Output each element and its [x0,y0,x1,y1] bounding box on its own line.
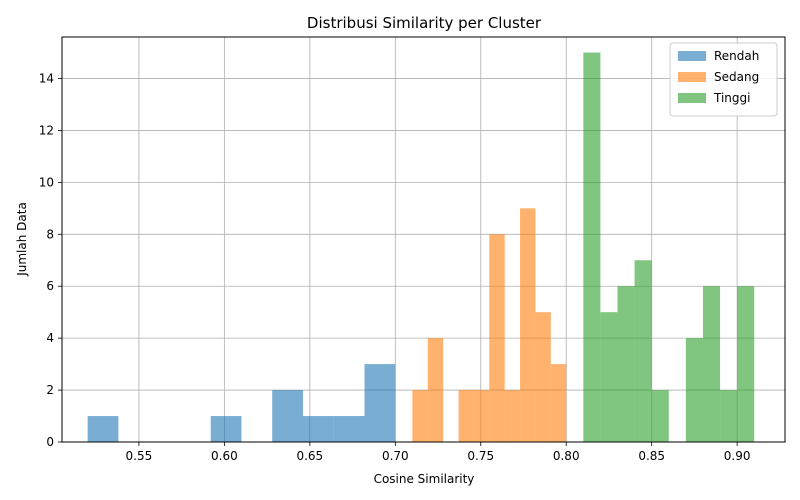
bar-sedang [473,390,490,442]
x-tick-label: 0.55 [126,449,153,463]
x-tick-label: 0.90 [724,449,751,463]
bar-sedang [550,364,567,442]
bar-tinggi [583,52,601,442]
bar-sedang [458,390,474,442]
legend-label-rendah: Rendah [714,49,759,63]
legend-swatch-sedang [678,72,706,82]
y-tick-label: 14 [39,72,54,86]
bar-rendah [272,390,303,442]
x-tick-label: 0.60 [211,449,238,463]
legend-swatch-rendah [678,51,706,61]
y-tick-label: 8 [46,227,54,241]
x-tick-label: 0.65 [296,449,323,463]
legend: Rendah Sedang Tinggi [669,42,778,117]
chart-title: Distribusi Similarity per Cluster [307,14,542,32]
x-tick-label: 0.75 [467,449,494,463]
y-tick-label: 10 [39,175,54,189]
legend-label-sedang: Sedang [714,70,759,84]
bar-rendah [210,416,242,442]
y-tick-label: 12 [39,123,54,137]
bar-sedang [489,234,505,442]
bar-tinggi [634,260,652,442]
bar-tinggi [600,312,618,442]
series-sedang [412,208,567,442]
bar-tinggi [720,390,738,442]
bar-tinggi [651,390,669,442]
bar-tinggi [685,338,703,442]
y-tick-label: 0 [46,435,54,449]
x-tick-label: 0.70 [382,449,409,463]
bars-layer [87,52,755,442]
legend-label-tinggi: Tinggi [713,91,750,105]
y-tick-label: 4 [46,331,54,345]
bar-rendah [364,364,396,442]
y-tick-label: 6 [46,279,54,293]
bar-tinggi [737,286,755,442]
axes-frame [61,36,786,443]
y-tick-label: 2 [46,383,54,397]
x-tick-label: 0.80 [553,449,580,463]
bar-rendah [333,416,365,442]
bar-sedang [504,390,521,442]
bar-tinggi [702,286,721,442]
series-tinggi [583,52,755,442]
x-axis-label: Cosine Similarity [374,472,475,486]
bar-tinggi [617,286,635,442]
legend-swatch-tinggi [678,93,706,103]
bar-sedang [427,338,444,442]
bar-sedang [520,208,536,442]
x-tick-label: 0.85 [638,449,665,463]
bar-sedang [412,390,428,442]
bar-sedang [535,312,551,442]
ticks-layer: 0.55 0.60 0.65 0.70 0.75 0.80 0.85 0.90 0 2 4 6 8 10 1… [39,72,751,463]
series-rendah [87,364,396,442]
bar-rendah [303,416,334,442]
y-axis-label: Jumlah Data [15,202,29,277]
bar-rendah [87,416,119,442]
